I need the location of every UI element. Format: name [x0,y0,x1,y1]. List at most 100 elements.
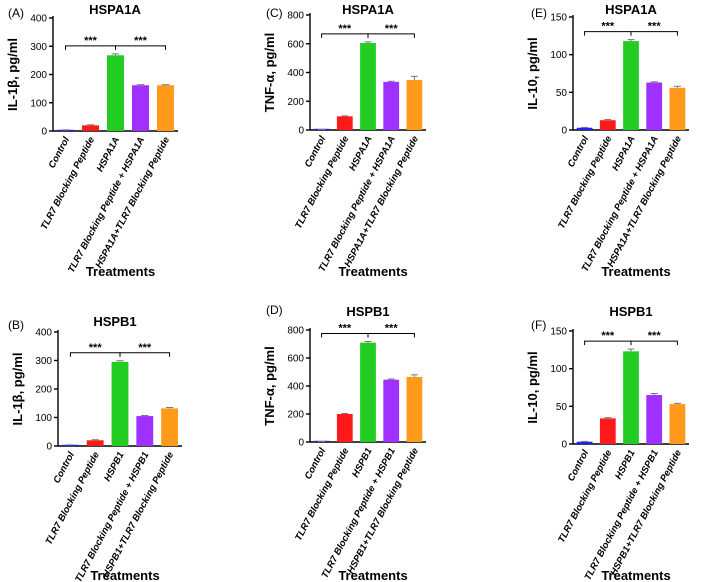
bar [136,416,154,446]
bar [336,414,353,442]
panel-letter: (E) [531,6,547,20]
bar [161,408,179,446]
y-tick-label: 100 [550,364,567,375]
y-axis-label: IL-1β, pg/ml [10,353,25,426]
significance-label: *** [338,23,352,35]
panel-letter: (C) [266,6,283,20]
bar [406,376,423,442]
significance-label: *** [89,342,103,354]
significance-label: *** [84,35,98,47]
x-category-label: HSPB1 [613,448,638,481]
bar [132,85,149,131]
x-category-label: Control [47,135,73,170]
y-tick-label: 400 [35,328,52,339]
bar [86,440,104,446]
significance-bracket [119,352,171,357]
chart-panel: (A) HSPA1A IL-1β, pg/ml 0 100 200 300 400 Contro… [5,2,178,279]
x-axis-label: Treatments [338,568,407,582]
bar [406,79,423,130]
significance-bracket [115,45,166,50]
y-tick-label: 0 [41,127,47,138]
bar [669,87,686,130]
y-axis-label: TNF-α, pg/ml [262,346,277,425]
y-tick-label: 200 [30,70,47,81]
bar [599,418,616,444]
x-category-label: HSPA1A [95,135,123,174]
bar [111,361,129,446]
y-tick-label: 300 [30,42,47,53]
significance-bracket [367,33,415,38]
y-tick-label: 150 [550,13,567,24]
x-category-label: HSPB1 [350,446,375,479]
panel-letter: (B) [8,318,24,332]
chart-panel: (D) HSPB1 TNF-α, pg/ml 0 200 400 600 800 Control… [262,303,426,582]
significance-label: *** [385,322,399,334]
y-tick-label: 0 [298,126,304,137]
bar [383,81,400,130]
y-tick-label: 600 [287,354,304,365]
x-category-label: Control [303,446,329,481]
x-axis-label: Treatments [601,568,670,582]
x-category-label: TLR7 Blocking Peptide [39,135,98,232]
x-axis-label: Treatments [90,568,159,582]
y-axis-label: IL-1β, pg/ml [5,38,20,111]
bar [82,125,99,131]
bar [157,85,174,131]
bar [599,120,616,130]
x-axis-label: Treatments [338,264,407,279]
chart-title: HSPB1 [346,304,389,319]
chart-panel: (B) HSPB1 IL-1β, pg/ml 0 100 200 300 400 Control… [8,314,182,582]
bar [107,55,124,131]
y-tick-label: 400 [30,14,47,25]
panel-letter: (A) [8,6,24,20]
x-category-label: Control [303,134,329,169]
y-tick-label: 150 [550,327,567,338]
y-tick-label: 200 [287,410,304,421]
y-tick-label: 100 [550,50,567,61]
bar [336,116,353,130]
x-axis-label: Treatments [601,264,670,279]
significance-label: *** [648,21,662,33]
significance-label: *** [601,21,615,33]
y-tick-label: 0 [298,438,304,449]
panel-letter: (D) [266,303,283,317]
significance-label: *** [648,330,662,342]
chart-title: HSPB1 [93,314,136,329]
y-tick-label: 0 [46,442,52,453]
bar [360,43,376,130]
bar [669,404,686,444]
bar [57,129,74,131]
y-axis-label: IL-10, pg/ml [525,351,540,423]
bar [383,379,400,442]
y-tick-label: 400 [287,68,304,79]
x-category-label: HSPB1 [102,450,127,483]
y-tick-label: 200 [35,385,52,396]
y-tick-label: 0 [561,126,567,137]
chart-title: HSPA1A [605,2,657,17]
y-axis-label: TNF-α, pg/ml [262,33,277,112]
y-tick-label: 50 [556,88,568,99]
y-tick-label: 0 [561,440,567,451]
bar [360,342,376,442]
y-tick-label: 100 [35,413,52,424]
y-tick-label: 50 [556,402,568,413]
chart-title: HSPA1A [342,2,394,17]
y-tick-label: 200 [287,97,304,108]
chart-title: HSPA1A [89,2,141,17]
x-category-label: TLR7 Blocking Peptide [44,450,103,547]
bar [576,441,593,444]
chart-panel: (C) HSPA1A TNF-α, pg/ml 0 200 400 600 800 Contro… [262,2,426,279]
bar [623,351,639,444]
significance-label: *** [385,23,399,35]
significance-bracket [367,332,415,338]
significance-bracket [630,31,678,36]
panel-letter: (F) [531,318,546,332]
significance-label: *** [338,322,352,334]
x-category-label: Control [566,134,592,169]
y-tick-label: 100 [30,98,47,109]
y-tick-label: 800 [287,326,304,337]
significance-label: *** [601,330,615,342]
